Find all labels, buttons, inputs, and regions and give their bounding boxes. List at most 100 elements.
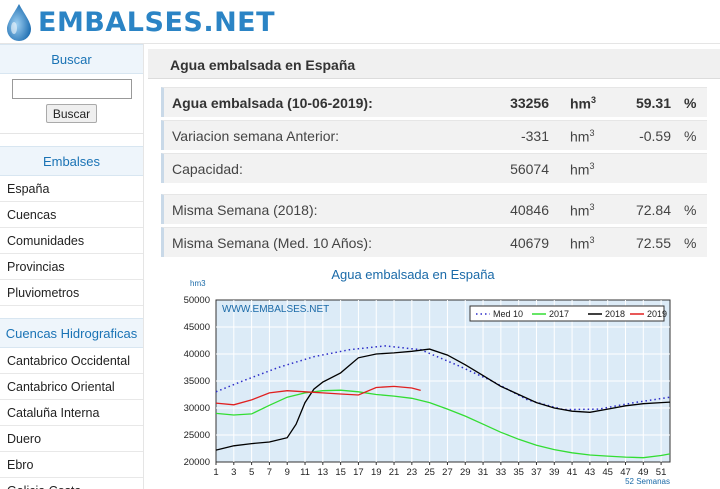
x-tick-label: 45 [602, 467, 613, 478]
stat-percent-unit: % [684, 128, 697, 144]
y-tick-label: 20000 [184, 457, 210, 468]
x-tick-label: 27 [442, 467, 453, 478]
x-tick-label: 15 [335, 467, 346, 478]
sidebar-item-cataluna-interna[interactable]: Cataluña Interna [0, 400, 143, 426]
y-tick-label: 45000 [184, 322, 210, 333]
x-tick-label: 41 [567, 467, 578, 478]
cuencas-heading: Cuencas Hidrograficas [0, 318, 143, 348]
stat-percent: 72.84 [635, 202, 671, 218]
x-tick-label: 35 [513, 467, 524, 478]
x-tick-label: 13 [318, 467, 329, 478]
x-tick-label: 7 [267, 467, 272, 478]
x-axis-label: 52 Semanas [625, 477, 670, 486]
sidebar-item-pluviometros[interactable]: Pluviometros [0, 280, 143, 306]
sidebar-gap [0, 134, 143, 146]
sidebar: Buscar Buscar Embalses España Cuencas Co… [0, 44, 144, 489]
stat-percent: 72.55 [635, 235, 671, 251]
x-tick-label: 47 [620, 467, 631, 478]
x-tick-label: 29 [460, 467, 471, 478]
x-tick-label: 37 [531, 467, 542, 478]
stat-row-same-week-avg: Misma Semana (Med. 10 Años): 40679 hm3 7… [161, 227, 707, 257]
stat-unit: hm3 [570, 95, 597, 112]
stat-value: 56074 [510, 161, 549, 177]
stat-label: Variacion semana Anterior: [172, 128, 340, 144]
x-tick-label: 11 [300, 467, 310, 478]
stat-unit: hm3 [570, 235, 595, 252]
stat-label: Misma Semana (Med. 10 Años): [172, 235, 372, 251]
stat-value: 33256 [510, 95, 549, 111]
page-title-bar: Agua embalsada en España [148, 49, 720, 79]
x-tick-label: 39 [549, 467, 560, 478]
y-tick-label: 30000 [184, 403, 210, 414]
stat-label: Agua embalsada (10-06-2019): [172, 95, 373, 111]
stat-value: -331 [520, 128, 549, 144]
series-line-2017 [215, 389, 671, 459]
x-tick-label: 51 [656, 467, 667, 478]
search-input[interactable] [12, 79, 132, 99]
y-tick-label: 35000 [184, 376, 210, 387]
search-heading: Buscar [0, 44, 143, 74]
sidebar-gap [0, 306, 143, 318]
y-axis-label: hm3 [190, 279, 206, 288]
x-tick-label: 31 [478, 467, 489, 478]
stat-unit: hm3 [570, 202, 595, 219]
stat-percent-unit: % [684, 95, 697, 111]
x-tick-label: 5 [249, 467, 254, 478]
water-drop-icon [7, 4, 31, 41]
stat-label: Misma Semana (2018): [172, 202, 318, 218]
y-tick-label: 40000 [184, 349, 210, 360]
stat-row-current: Agua embalsada (10-06-2019): 33256 hm3 5… [161, 87, 707, 117]
stat-label: Capacidad: [172, 161, 243, 177]
x-tick-label: 49 [638, 467, 649, 478]
sidebar-item-cantabrico-oriental[interactable]: Cantabrico Oriental [0, 374, 143, 400]
series-line-2018 [215, 348, 671, 451]
y-tick-label: 50000 [184, 295, 210, 306]
stat-unit: hm3 [570, 128, 595, 145]
x-tick-label: 19 [371, 467, 382, 478]
main-content: Agua embalsada en España Agua embalsada … [148, 44, 720, 489]
legend-label: 2019 [647, 309, 667, 319]
stat-percent: -0.59 [639, 128, 671, 144]
y-tick-label: 25000 [184, 430, 210, 441]
x-tick-label: 25 [424, 467, 435, 478]
header: EMBALSES.NET [0, 0, 720, 44]
x-tick-label: 3 [231, 467, 236, 478]
stat-percent-unit: % [684, 202, 697, 218]
stat-percent-unit: % [684, 235, 697, 251]
site-logo[interactable]: EMBALSES.NET [4, 2, 275, 42]
x-tick-label: 17 [353, 467, 364, 478]
series-line-2019 [215, 385, 421, 406]
x-tick-label: 21 [389, 467, 400, 478]
sidebar-item-cuencas[interactable]: Cuencas [0, 202, 143, 228]
legend-box [469, 305, 665, 322]
stat-row-variation: Variacion semana Anterior: -331 hm3 -0.5… [161, 120, 707, 150]
sidebar-item-espana[interactable]: España [0, 176, 143, 202]
sidebar-item-galicia-costa[interactable]: Galicia Costa [0, 478, 143, 489]
search-button[interactable]: Buscar [46, 104, 97, 123]
sidebar-item-ebro[interactable]: Ebro [0, 452, 143, 478]
sidebar-item-duero[interactable]: Duero [0, 426, 143, 452]
legend-label: 2017 [549, 309, 569, 319]
chart-watermark: WWW.EMBALSES.NET [222, 304, 329, 315]
series-line-med-10 [215, 345, 671, 411]
stat-unit: hm3 [570, 161, 595, 178]
x-tick-label: 33 [496, 467, 507, 478]
legend-label: Med 10 [493, 309, 523, 319]
sidebar-item-comunidades[interactable]: Comunidades [0, 228, 143, 254]
stat-row-same-week-2018: Misma Semana (2018): 40846 hm3 72.84 % [161, 194, 707, 224]
sidebar-item-provincias[interactable]: Provincias [0, 254, 143, 280]
x-tick-label: 1 [213, 467, 218, 478]
chart-title: Agua embalsada en España [331, 267, 495, 282]
stat-value: 40846 [510, 202, 549, 218]
page-title: Agua embalsada en España [170, 57, 356, 73]
logo-text: EMBALSES.NET [38, 6, 276, 38]
stat-row-capacity: Capacidad: 56074 hm3 [161, 153, 707, 183]
search-box: Buscar [0, 74, 143, 134]
stat-value: 40679 [510, 235, 549, 251]
embalses-heading: Embalses [0, 146, 143, 176]
stat-percent: 59.31 [635, 95, 671, 111]
sidebar-item-cantabrico-occidental[interactable]: Cantabrico Occidental [0, 348, 143, 374]
x-tick-label: 43 [585, 467, 596, 478]
x-tick-label: 23 [407, 467, 418, 478]
